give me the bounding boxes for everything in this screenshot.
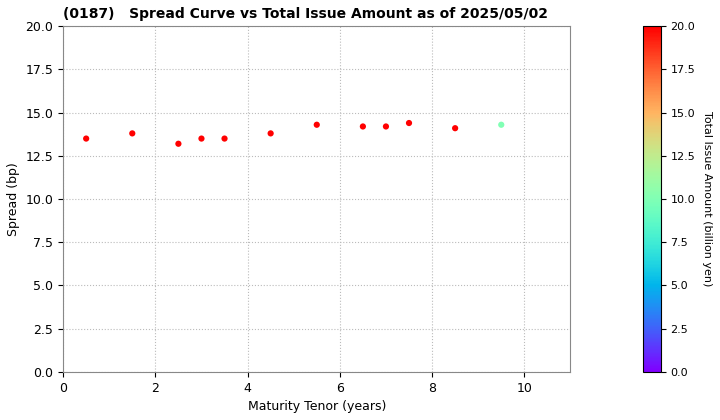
X-axis label: Maturity Tenor (years): Maturity Tenor (years)	[248, 400, 386, 413]
Point	[81, 135, 92, 142]
Point	[403, 120, 415, 126]
Point	[311, 121, 323, 128]
Point	[265, 130, 276, 137]
Point	[380, 123, 392, 130]
Point	[173, 140, 184, 147]
Text: (0187)   Spread Curve vs Total Issue Amount as of 2025/05/02: (0187) Spread Curve vs Total Issue Amoun…	[63, 7, 548, 21]
Y-axis label: Total Issue Amount (billion yen): Total Issue Amount (billion yen)	[702, 111, 712, 287]
Y-axis label: Spread (bp): Spread (bp)	[7, 162, 20, 236]
Point	[495, 121, 507, 128]
Point	[357, 123, 369, 130]
Point	[219, 135, 230, 142]
Point	[196, 135, 207, 142]
Point	[449, 125, 461, 131]
Point	[127, 130, 138, 137]
